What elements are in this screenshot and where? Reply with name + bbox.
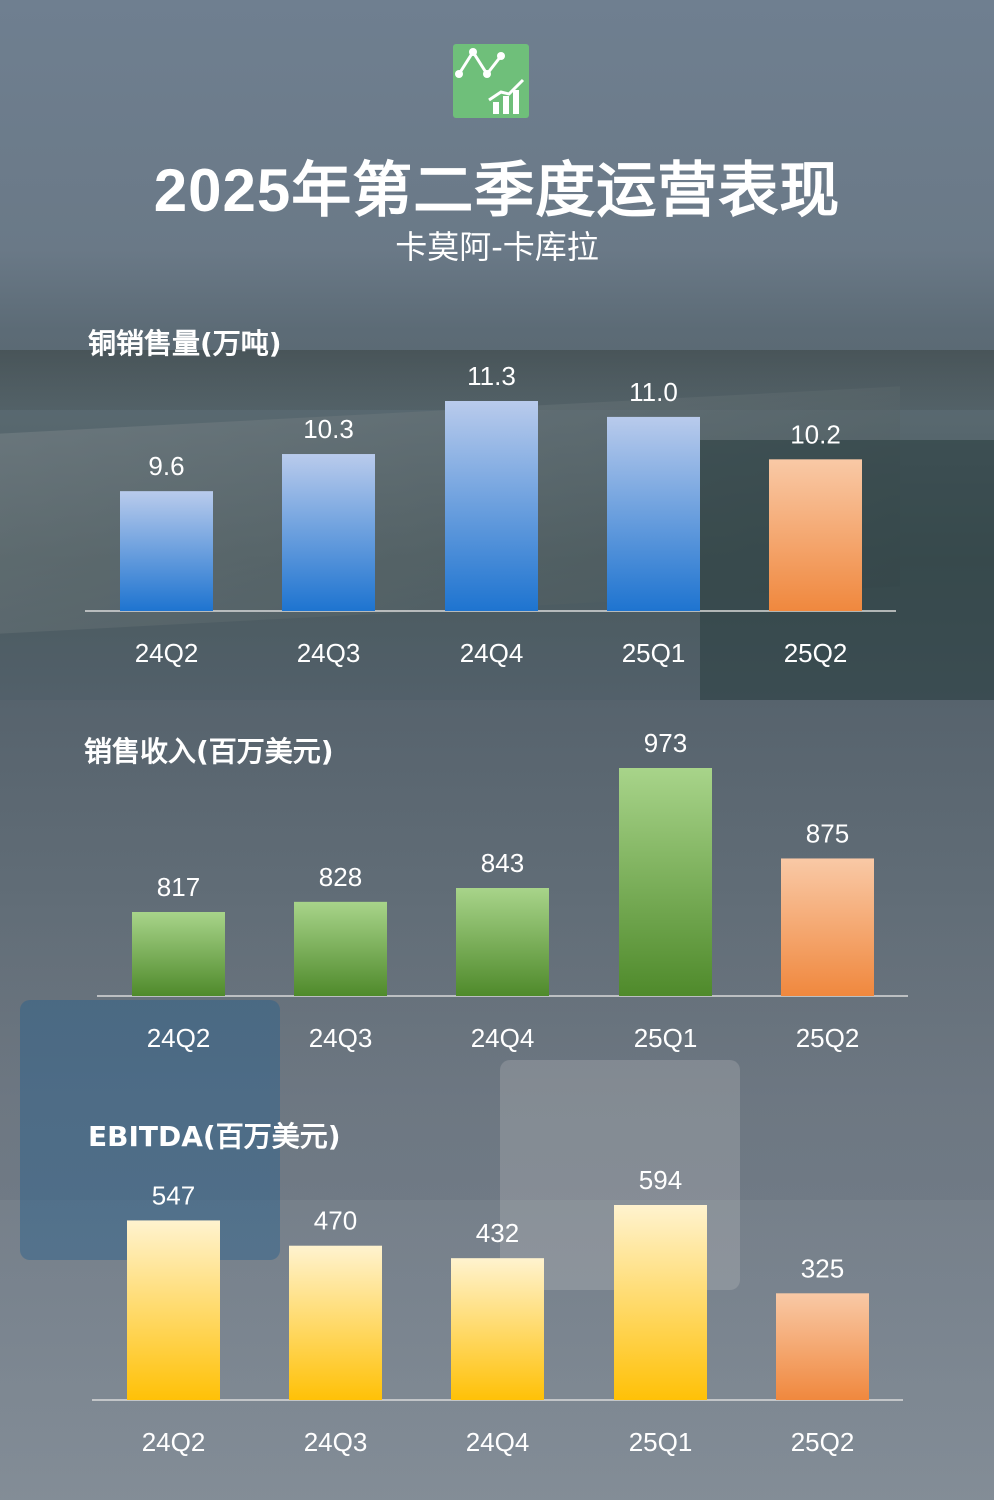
chart-2-category-label: 24Q4 xyxy=(471,1023,535,1053)
chart-1-bar-24Q4 xyxy=(445,401,538,611)
chart-2-title: 销售收入(百万美元) xyxy=(84,735,334,768)
chart-1-title: 铜销售量(万吨) xyxy=(88,327,282,360)
chart-3-value-label: 325 xyxy=(801,1253,844,1283)
chart-2-category-label: 25Q1 xyxy=(634,1023,698,1053)
page-subtitle: 卡莫阿-卡库拉 xyxy=(395,228,599,266)
page-title: 2025年第二季度运营表现 xyxy=(153,157,841,224)
chart-3-value-label: 594 xyxy=(639,1165,682,1195)
chart-1-bar-25Q2 xyxy=(769,459,862,611)
chart-1-value-label: 11.0 xyxy=(629,377,678,407)
chart-3-category-label: 25Q1 xyxy=(629,1427,693,1457)
chart-2-bar-25Q2 xyxy=(781,858,874,996)
chart-1-value-label: 10.2 xyxy=(790,419,841,449)
chart-analytics-icon xyxy=(453,44,529,118)
chart-1-bar-24Q2 xyxy=(120,491,213,611)
chart-3-category-label: 25Q2 xyxy=(791,1427,855,1457)
chart-3-bar-25Q1 xyxy=(614,1205,707,1400)
chart-1-category-label: 25Q2 xyxy=(784,638,848,668)
chart-3-category-label: 24Q4 xyxy=(466,1427,530,1457)
chart-2-category-label: 24Q2 xyxy=(147,1023,211,1053)
chart-1-bar-24Q3 xyxy=(282,454,375,611)
chart-analytics-icon-graphic xyxy=(455,48,525,114)
chart-1-category-label: 24Q4 xyxy=(460,638,524,668)
chart-2-bar-24Q4 xyxy=(456,888,549,996)
chart-3-value-label: 470 xyxy=(314,1206,357,1236)
chart-1-category-label: 25Q1 xyxy=(622,638,686,668)
chart-1-bar-25Q1 xyxy=(607,416,700,611)
chart-1-value-label: 9.6 xyxy=(148,451,184,481)
chart-2-category-label: 25Q2 xyxy=(796,1023,860,1053)
chart-2-value-label: 828 xyxy=(319,862,362,892)
chart-2-value-label: 973 xyxy=(644,728,687,758)
chart-3-category-label: 24Q3 xyxy=(304,1427,368,1457)
chart-3-value-label: 547 xyxy=(152,1180,195,1210)
chart-1-value-label: 11.3 xyxy=(467,361,516,391)
chart-2-value-label: 843 xyxy=(481,848,524,878)
chart-1-value-label: 10.3 xyxy=(303,414,354,444)
chart-2-value-label: 817 xyxy=(157,872,200,902)
chart-2-value-label: 875 xyxy=(806,818,849,848)
chart-3-category-label: 24Q2 xyxy=(142,1427,206,1457)
chart-2-bar-25Q1 xyxy=(619,768,712,996)
chart-2-category-label: 24Q3 xyxy=(309,1023,373,1053)
chart-1-category-label: 24Q2 xyxy=(135,638,199,668)
chart-2-bar-24Q3 xyxy=(294,901,387,996)
chart-2-bar-24Q2 xyxy=(132,912,225,996)
chart-3-bar-25Q2 xyxy=(776,1293,869,1400)
chart-3-bar-24Q4 xyxy=(451,1258,544,1400)
chart-3-bar-24Q3 xyxy=(289,1245,382,1400)
chart-1-category-label: 24Q3 xyxy=(297,638,361,668)
chart-3-value-label: 432 xyxy=(476,1218,519,1248)
chart-3-bar-24Q2 xyxy=(127,1220,220,1400)
chart-3-title: EBITDA(百万美元) xyxy=(88,1120,341,1153)
